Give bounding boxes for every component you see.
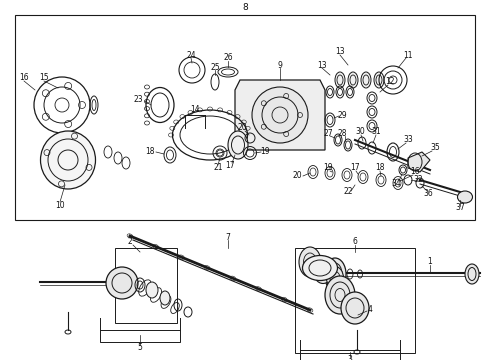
Bar: [100, 330, 180, 342]
Text: 24: 24: [186, 50, 196, 59]
Text: 20: 20: [292, 171, 302, 180]
Text: 16: 16: [410, 167, 420, 176]
Ellipse shape: [458, 191, 472, 203]
Ellipse shape: [299, 247, 321, 277]
Text: 26: 26: [223, 54, 233, 63]
Text: 17: 17: [225, 161, 235, 170]
Text: 21: 21: [213, 163, 223, 172]
Ellipse shape: [228, 131, 248, 159]
Ellipse shape: [348, 72, 358, 88]
Bar: [300, 350, 400, 360]
Text: 6: 6: [353, 238, 357, 247]
Text: 4: 4: [368, 306, 372, 315]
Ellipse shape: [335, 72, 345, 88]
Ellipse shape: [146, 282, 158, 298]
Text: 16: 16: [19, 73, 29, 82]
Ellipse shape: [361, 72, 371, 88]
Text: 29: 29: [337, 111, 347, 120]
Text: 20: 20: [237, 123, 247, 132]
Text: 7: 7: [225, 233, 230, 242]
Text: 25: 25: [210, 63, 220, 72]
Text: 22: 22: [343, 188, 353, 197]
Text: 13: 13: [335, 48, 345, 57]
Text: 31: 31: [371, 127, 381, 136]
Text: 15: 15: [39, 73, 49, 82]
Text: 36: 36: [423, 189, 433, 198]
Text: 18: 18: [375, 163, 385, 172]
Text: 32: 32: [413, 175, 423, 184]
Ellipse shape: [465, 264, 479, 284]
Text: 10: 10: [55, 201, 65, 210]
Polygon shape: [408, 152, 430, 172]
Text: 35: 35: [430, 144, 440, 153]
Text: 2: 2: [127, 238, 132, 247]
Text: 3: 3: [347, 356, 352, 360]
Ellipse shape: [324, 258, 346, 290]
Text: 28: 28: [337, 129, 347, 138]
Text: 1: 1: [428, 257, 432, 266]
Ellipse shape: [374, 72, 384, 88]
Polygon shape: [235, 80, 325, 150]
Ellipse shape: [325, 276, 355, 314]
Text: 34: 34: [391, 179, 401, 188]
Text: 12: 12: [385, 77, 395, 86]
Text: 13: 13: [317, 60, 327, 69]
Circle shape: [252, 87, 308, 143]
Text: 19: 19: [260, 148, 270, 157]
Text: 14: 14: [190, 105, 200, 114]
Bar: [115, 248, 177, 323]
Ellipse shape: [160, 291, 170, 305]
Text: 18: 18: [145, 148, 155, 157]
Bar: [15, 15, 475, 220]
Text: 5: 5: [138, 343, 143, 352]
Ellipse shape: [326, 266, 343, 289]
Text: 8: 8: [242, 4, 248, 13]
Ellipse shape: [41, 131, 96, 189]
Text: 19: 19: [323, 163, 333, 172]
Ellipse shape: [341, 292, 369, 324]
Text: 23: 23: [133, 95, 143, 104]
Ellipse shape: [313, 256, 333, 284]
Circle shape: [106, 267, 138, 299]
Text: 27: 27: [323, 129, 333, 138]
Text: 37: 37: [455, 203, 465, 212]
Text: 30: 30: [355, 127, 365, 136]
Bar: [295, 248, 415, 353]
Text: 17: 17: [350, 163, 360, 172]
Text: 11: 11: [403, 50, 413, 59]
Text: 9: 9: [277, 60, 282, 69]
Text: 33: 33: [403, 135, 413, 144]
Ellipse shape: [302, 256, 338, 280]
